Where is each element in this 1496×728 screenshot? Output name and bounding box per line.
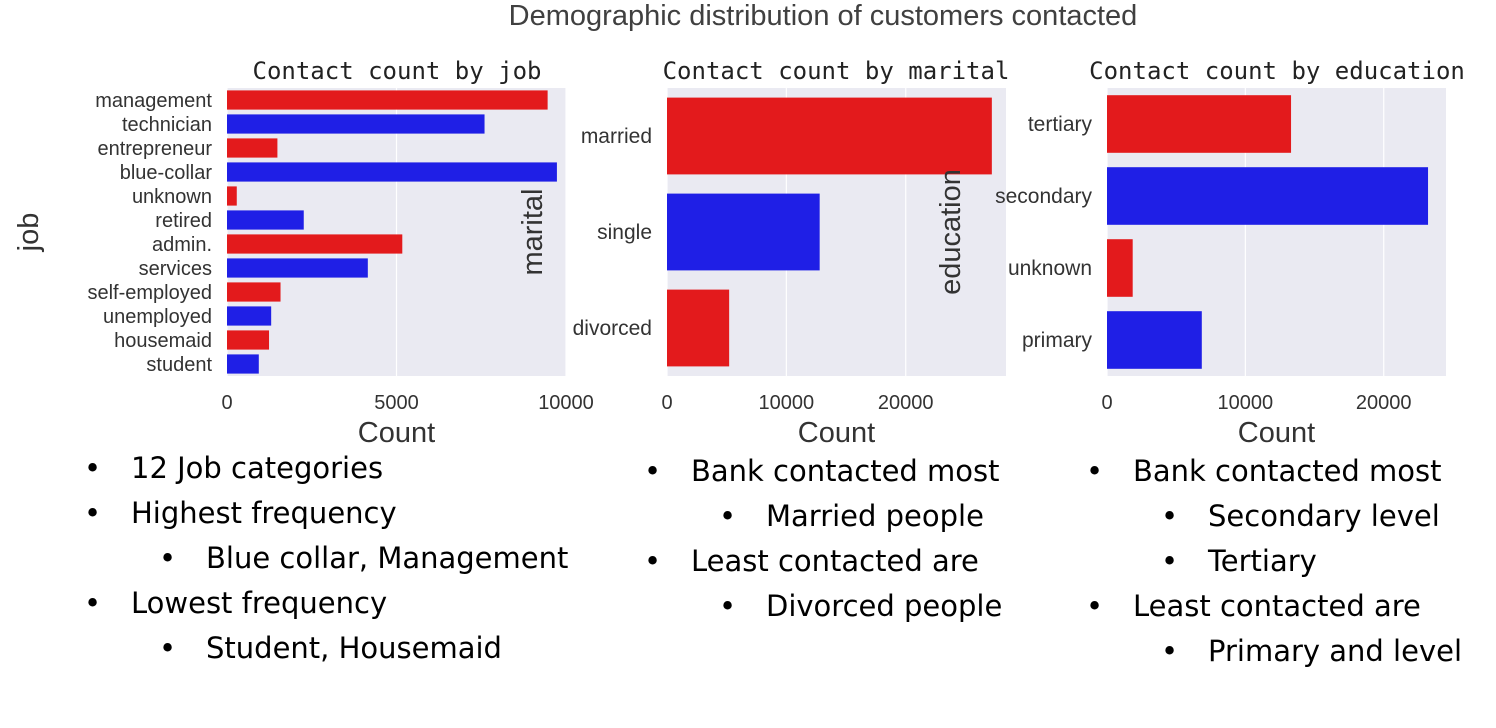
job-yaxis-label: job [13, 213, 45, 253]
job-chart-title: Contact count by job [253, 57, 542, 85]
marital-category-label: single [597, 221, 652, 244]
note-sub-bullet: Blue collar, Management [84, 536, 568, 581]
education-bar-secondary [1107, 167, 1429, 225]
note-bullet: 12 Job categories [84, 446, 568, 491]
note-sub-bullet: Married people [644, 494, 1002, 539]
education-category-label: unknown [1008, 257, 1092, 280]
note-sub-bullet: Primary and level [1086, 629, 1462, 674]
job-bar-unemployed [227, 306, 272, 326]
job-category-label: student [146, 354, 212, 376]
notes-education: Bank contacted mostSecondary levelTertia… [1086, 449, 1462, 674]
charts-canvas: 0 5000 10000 managementtechnicianentreprene… [13, 57, 1465, 449]
marital-xtick-label: 20000 [878, 392, 934, 414]
note-bullet: Least contacted are [1086, 584, 1462, 629]
job-xtick-label: 10000 [538, 392, 594, 414]
marital-bar-divorced [667, 289, 730, 367]
marital-bar-married [667, 97, 992, 175]
job-xtick-label: 5000 [374, 392, 419, 414]
job-category-label: unknown [132, 186, 212, 208]
education-bar-tertiary [1107, 95, 1292, 153]
note-sub-bullet: Secondary level [1086, 494, 1462, 539]
marital-category-label: divorced [573, 317, 652, 340]
job-bar-technician [227, 114, 485, 134]
job-bar-self-employed [227, 282, 281, 302]
marital-category-label: married [581, 125, 652, 148]
job-bar-services [227, 258, 368, 278]
job-xaxis-label: Count [358, 417, 435, 449]
job-bar-student [227, 354, 259, 374]
job-bar-unknown [227, 186, 237, 206]
job-category-label: blue-collar [120, 162, 213, 184]
education-xtick-label: 10000 [1218, 392, 1274, 414]
marital-xaxis-label: Count [798, 417, 875, 449]
job-category-label: management [95, 90, 212, 112]
job-bar-admin. [227, 234, 403, 254]
marital-bar-single [667, 193, 820, 271]
notes-job: 12 Job categoriesHighest frequencyBlue c… [84, 446, 568, 671]
job-bar-blue-collar [227, 162, 557, 182]
note-bullet: Highest frequency [84, 491, 568, 536]
job-category-label: services [139, 258, 212, 280]
note-bullet: Least contacted are [644, 539, 1002, 584]
education-yaxis-label: education [935, 169, 967, 295]
education-xtick-label: 0 [1101, 392, 1112, 414]
education-xaxis-label: Count [1238, 417, 1315, 449]
note-sub-bullet: Tertiary [1086, 539, 1462, 584]
job-bar-retired [227, 210, 304, 230]
job-category-label: retired [155, 210, 212, 232]
job-bar-entrepreneur [227, 138, 278, 158]
education-bar-unknown [1107, 239, 1133, 297]
job-category-label: entrepreneur [97, 138, 212, 160]
marital-yaxis-label: marital [517, 188, 549, 275]
note-bullet: Bank contacted most [1086, 449, 1462, 494]
job-category-label: self-employed [87, 282, 212, 304]
note-sub-bullet: Student, Housemaid [84, 626, 568, 671]
education-category-label: tertiary [1028, 113, 1093, 136]
education-bar-primary [1107, 311, 1202, 369]
notes-marital: Bank contacted mostMarried peopleLeast c… [644, 449, 1002, 629]
job-category-label: unemployed [103, 306, 212, 328]
education-category-label: secondary [995, 185, 1092, 208]
job-category-label: housemaid [114, 330, 212, 352]
job-category-label: admin. [152, 234, 212, 256]
figure-title: Demographic distribution of customers co… [508, 0, 1138, 32]
note-sub-bullet: Divorced people [644, 584, 1002, 629]
marital-xtick-label: 10000 [759, 392, 815, 414]
job-category-label: technician [122, 114, 212, 136]
note-bullet: Lowest frequency [84, 581, 568, 626]
marital-xtick-label: 0 [661, 392, 672, 414]
education-category-label: primary [1022, 329, 1093, 352]
job-xtick-label: 0 [221, 392, 232, 414]
marital-chart-title: Contact count by marital [663, 57, 1010, 85]
job-bar-housemaid [227, 330, 270, 350]
note-bullet: Bank contacted most [644, 449, 1002, 494]
job-bar-management [227, 90, 548, 110]
education-xtick-label: 20000 [1356, 392, 1412, 414]
education-chart-title: Contact count by education [1089, 57, 1465, 85]
